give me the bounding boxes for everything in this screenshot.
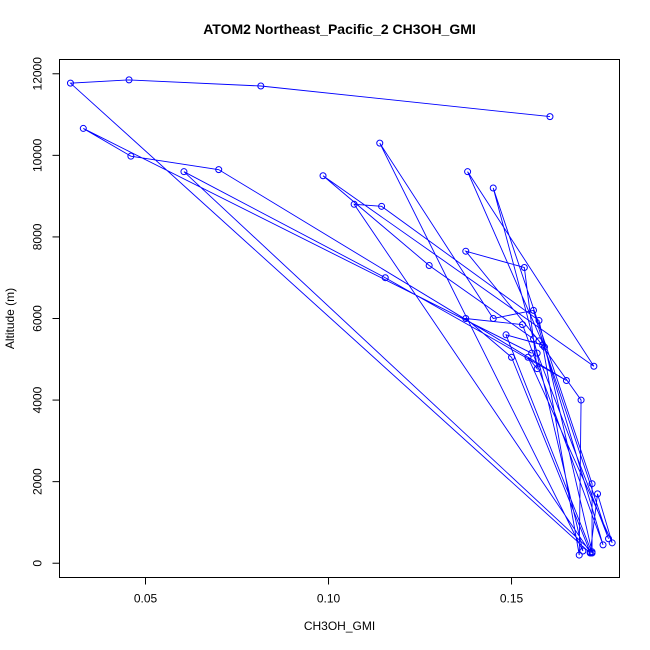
data-point [533, 365, 541, 373]
data-point [378, 202, 386, 210]
data-point [540, 343, 548, 351]
data-point [577, 396, 585, 404]
data-point [539, 341, 547, 349]
x-axis: 0.05 0.10 0.15 [134, 577, 524, 606]
y-tick-label: 0 [31, 560, 45, 567]
data-point [508, 353, 516, 361]
data-point [462, 247, 470, 255]
data-point [546, 113, 554, 121]
data-point [529, 306, 537, 314]
x-tick-label: 0.05 [134, 592, 158, 606]
y-tick-label: 2000 [31, 468, 45, 495]
data-point [535, 317, 543, 325]
data-point [257, 82, 265, 90]
data-point [588, 548, 596, 556]
x-tick-label: 0.15 [500, 592, 524, 606]
chart-title: ATOM2 Northeast_Pacific_2 CH3OH_GMI [203, 21, 476, 37]
data-point [425, 261, 433, 269]
y-tick-label: 4000 [31, 386, 45, 413]
data-point [462, 315, 470, 322]
data-point [489, 315, 497, 322]
data-point [524, 353, 532, 361]
x-tick-label: 0.10 [317, 592, 341, 606]
data-point [599, 541, 607, 549]
data-point [381, 274, 389, 282]
data-point [575, 551, 583, 559]
data-point [579, 547, 587, 555]
data-point [464, 168, 472, 176]
y-axis: 0 2000 4000 6000 8000 10000 12000 [31, 57, 60, 567]
data-point [125, 76, 133, 84]
data-point [376, 139, 384, 147]
data-point [319, 172, 327, 180]
data-point [588, 480, 596, 488]
plot-area [59, 59, 620, 578]
y-tick-label: 8000 [31, 223, 45, 250]
data-point [529, 335, 537, 343]
data-point [520, 264, 528, 272]
data-point [489, 184, 497, 192]
x-axis-label: CH3OH_GMI [304, 619, 375, 633]
data-point [562, 377, 570, 384]
data-point [79, 124, 87, 132]
data-point [502, 331, 510, 339]
data-point [533, 349, 541, 357]
data-point [180, 168, 188, 176]
series-line [69, 79, 613, 556]
data-point [608, 539, 616, 547]
data-point [594, 490, 602, 498]
data-point [528, 349, 536, 357]
y-tick-label: 12000 [31, 57, 45, 91]
data-point [590, 362, 598, 370]
data-point [215, 166, 223, 174]
data-point [519, 321, 527, 329]
data-point [350, 200, 358, 208]
y-tick-label: 10000 [31, 138, 45, 172]
series-layer [66, 76, 616, 559]
y-tick-label: 6000 [31, 305, 45, 332]
y-axis-label: Altitude (m) [3, 288, 17, 349]
data-point [127, 152, 135, 160]
data-point [605, 535, 613, 543]
data-point [66, 79, 74, 87]
